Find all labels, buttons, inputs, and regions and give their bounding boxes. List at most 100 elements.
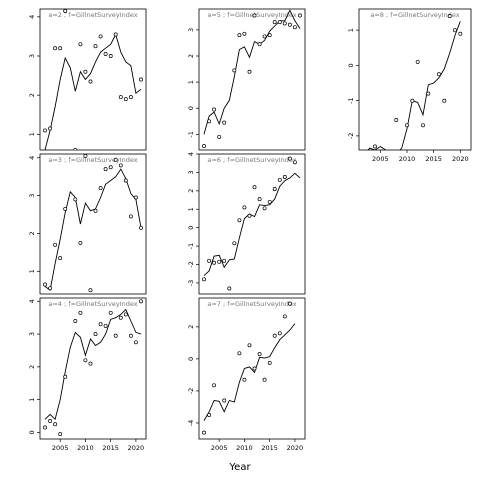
data-point bbox=[118, 315, 123, 320]
y-tick-label: 3 bbox=[187, 170, 195, 174]
y-tick-label: 3 bbox=[28, 54, 36, 58]
data-point bbox=[113, 333, 118, 338]
data-point bbox=[267, 199, 272, 204]
data-point bbox=[202, 430, 206, 435]
data-point bbox=[128, 214, 133, 219]
data-point bbox=[277, 20, 282, 25]
panel-title: a=5 ; f=GillnetSurveyIndex bbox=[207, 11, 296, 19]
data-point bbox=[58, 256, 63, 261]
data-point bbox=[53, 422, 58, 427]
data-point bbox=[363, 154, 366, 157]
data-point bbox=[43, 282, 47, 287]
data-point bbox=[48, 126, 53, 131]
data-point bbox=[53, 46, 58, 51]
data-point bbox=[458, 31, 463, 36]
data-point bbox=[63, 374, 68, 379]
fit-line bbox=[203, 323, 296, 421]
y-tick-label: -3 bbox=[187, 280, 195, 286]
y-tick-label: 1 bbox=[187, 80, 195, 84]
panel-6: a=4 ; f=GillnetSurveyIndex 0 1 2 3 4 2005 2010 2… bbox=[28, 297, 147, 452]
data-point bbox=[247, 213, 252, 218]
y-tick-label: 2 bbox=[28, 365, 36, 369]
y-tick-label: 4 bbox=[187, 152, 195, 156]
panel-title: a=3 ; f=GillnetSurveyIndex bbox=[48, 156, 137, 164]
data-point bbox=[88, 79, 93, 84]
data-point bbox=[139, 77, 143, 82]
data-point bbox=[247, 343, 252, 348]
panel-title: a=7 ; f=GillnetSurveyIndex bbox=[207, 300, 296, 308]
x-tick-label: 2015 bbox=[102, 444, 119, 452]
data-point bbox=[272, 333, 277, 338]
x-tick-label: 2020 bbox=[128, 444, 145, 452]
panel-3: a=8 ; f=GillnetSurveyIndex -2 -1 0 1 2005 2010… bbox=[347, 8, 472, 163]
y-tick-label: 0 bbox=[347, 63, 355, 67]
data-point bbox=[118, 163, 123, 168]
fit-line bbox=[203, 9, 301, 135]
fit-line bbox=[203, 172, 301, 276]
fit-line bbox=[44, 168, 142, 291]
panel-title: a=2 ; f=GillnetSurveyIndex bbox=[48, 11, 137, 19]
y-tick-label: 2 bbox=[187, 54, 195, 58]
data-point bbox=[118, 95, 123, 100]
data-point bbox=[212, 107, 217, 112]
y-tick-label: 1 bbox=[347, 28, 355, 32]
data-point bbox=[405, 123, 409, 128]
fit-line bbox=[367, 21, 461, 150]
data-point bbox=[247, 69, 252, 74]
data-point bbox=[63, 9, 68, 13]
panel-5: a=6 ; f=GillnetSurveyIndex -3 -2 -1 0 1 2 3 4 bbox=[187, 152, 306, 295]
y-tick-label: 2 bbox=[187, 189, 195, 193]
x-tick-label: 2020 bbox=[452, 155, 469, 163]
panel-frame bbox=[198, 297, 306, 440]
panel-plot-area bbox=[202, 9, 302, 149]
data-point bbox=[287, 301, 292, 306]
data-point bbox=[287, 156, 292, 161]
data-point bbox=[103, 167, 108, 172]
panel-plot-area bbox=[202, 156, 301, 291]
x-tick-label: 2015 bbox=[261, 444, 278, 452]
data-point bbox=[73, 148, 78, 150]
data-point bbox=[426, 91, 431, 96]
panel-plot-area bbox=[43, 9, 143, 150]
fit-line bbox=[44, 308, 142, 421]
data-point bbox=[128, 333, 133, 338]
data-point bbox=[242, 377, 247, 382]
data-point bbox=[202, 144, 206, 149]
y-tick-label: 4 bbox=[28, 299, 36, 303]
data-point bbox=[252, 13, 257, 18]
data-point bbox=[207, 413, 212, 417]
data-point bbox=[252, 185, 257, 190]
data-point bbox=[222, 258, 227, 263]
data-point bbox=[83, 69, 88, 74]
data-point bbox=[113, 157, 118, 162]
y-tick-label: 0 bbox=[187, 106, 195, 110]
data-point bbox=[257, 42, 262, 47]
data-point bbox=[415, 59, 420, 64]
data-point bbox=[78, 310, 83, 315]
data-point bbox=[113, 32, 118, 37]
data-point bbox=[43, 425, 47, 430]
data-point bbox=[98, 34, 103, 39]
data-point bbox=[207, 119, 212, 124]
y-tick-label: -1 bbox=[187, 131, 195, 137]
data-point bbox=[103, 323, 108, 328]
data-point bbox=[237, 218, 242, 223]
data-point bbox=[207, 258, 212, 263]
panel-frame bbox=[198, 8, 306, 151]
y-tick-label: 2 bbox=[28, 93, 36, 97]
data-point bbox=[43, 128, 47, 133]
data-point bbox=[73, 197, 78, 202]
data-point bbox=[298, 13, 302, 18]
data-point bbox=[252, 366, 257, 371]
data-point bbox=[272, 187, 277, 191]
data-point bbox=[217, 134, 222, 139]
data-point bbox=[257, 352, 262, 357]
data-point bbox=[48, 286, 53, 291]
data-point bbox=[287, 22, 292, 27]
x-tick-label: 2015 bbox=[425, 155, 442, 163]
y-tick-label: -2 bbox=[347, 133, 355, 139]
data-point bbox=[447, 14, 452, 19]
y-tick-label: 1 bbox=[28, 398, 36, 402]
data-point bbox=[282, 175, 287, 179]
data-point bbox=[73, 319, 78, 323]
